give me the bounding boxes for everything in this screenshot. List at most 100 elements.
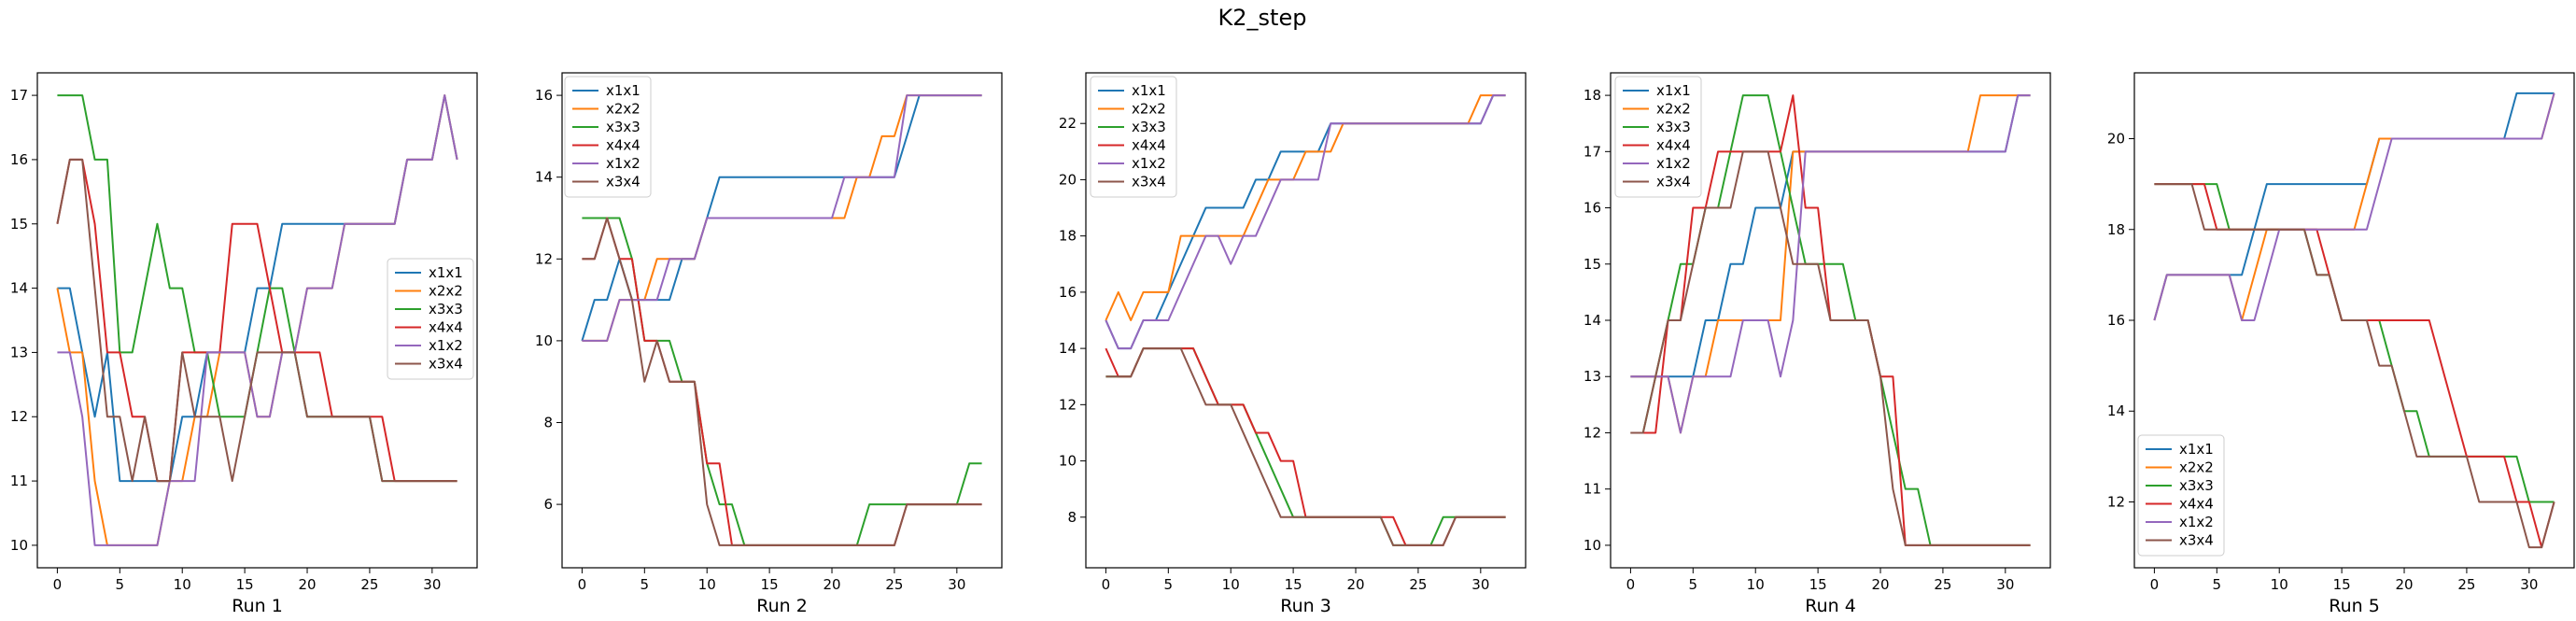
x-tick-label: 5: [1164, 576, 1174, 593]
series-line-x3x4: [1105, 347, 1506, 546]
legend-label-x1x1: x1x1: [1132, 82, 1166, 99]
y-tick-label: 11: [1584, 481, 1601, 498]
legend-label-x3x3: x3x3: [2179, 477, 2214, 494]
legend-label-x3x3: x3x3: [606, 119, 640, 135]
legend-box: [2137, 434, 2225, 557]
x-tick-label: 30: [948, 576, 965, 593]
x-tick-label: 5: [640, 576, 650, 593]
x-tick-label: 10: [2271, 576, 2288, 593]
legend-label-x3x4: x3x4: [429, 356, 463, 373]
x-axis-label: Run 1: [232, 596, 283, 616]
axes-frame: [561, 72, 1003, 569]
series-line-x1x2: [582, 94, 982, 342]
series-lines: [581, 94, 982, 546]
legend-box: [387, 258, 474, 380]
x-tick-label: 30: [2520, 576, 2538, 593]
y-tick-label: 8: [1067, 509, 1077, 526]
y-tick-label: 14: [1059, 340, 1077, 357]
x-axis-label: Run 4: [1805, 596, 1856, 616]
x-axis-label: Run 5: [2329, 596, 2380, 616]
y-tick-label: 20: [2107, 131, 2125, 148]
legend-label-x2x2: x2x2: [2179, 459, 2214, 476]
legend-label-x1x2: x1x2: [1656, 155, 1691, 172]
x-tick-label: 10: [1222, 576, 1240, 593]
y-tick-label: 15: [10, 216, 28, 233]
y-tick-label: 15: [1584, 256, 1601, 273]
y-tick-label: 16: [10, 151, 28, 168]
y-tick-label: 10: [10, 537, 28, 554]
y-tick-label: 18: [1584, 87, 1601, 104]
x-tick-label: 20: [1346, 576, 1364, 593]
series-line-x1x2: [2153, 92, 2555, 321]
x-tick-label: 5: [1689, 576, 1698, 593]
series-lines: [1105, 94, 1506, 546]
series-line-x1x2: [57, 94, 458, 546]
legend-label-x4x4: x4x4: [606, 137, 640, 154]
x-tick-label: 30: [423, 576, 441, 593]
x-tick-label: 20: [1871, 576, 1889, 593]
legend-label-x3x3: x3x3: [429, 301, 463, 318]
legend-label-x3x4: x3x4: [2179, 532, 2214, 549]
x-axis-label: Run 2: [756, 596, 808, 616]
subplot-3: 0 5 10 15 20 25 30 8 10 12 14 16 18 20 22 Run 3 x1x1 x2x2…: [1059, 72, 1527, 616]
y-tick-label: 14: [535, 169, 553, 186]
y-tick-label: 18: [1059, 228, 1077, 245]
y-tick-label: 16: [1584, 200, 1601, 217]
y-tick-label: 11: [10, 473, 28, 489]
legend-label-x4x4: x4x4: [1656, 137, 1691, 154]
legend-label-x4x4: x4x4: [429, 319, 463, 336]
y-tick-label: 12: [535, 250, 553, 267]
legend-label-x3x3: x3x3: [1656, 119, 1691, 135]
x-tick-label: 10: [174, 576, 191, 593]
series-lines: [56, 94, 458, 546]
x-tick-label: 0: [1102, 576, 1111, 593]
x-tick-label: 30: [1996, 576, 2014, 593]
x-tick-label: 0: [1626, 576, 1636, 593]
y-tick-label: 16: [2107, 312, 2125, 329]
series-line-x3x4: [1630, 150, 2031, 546]
series-line-x1x2: [1105, 94, 1506, 350]
legend-label-x3x4: x3x4: [1132, 174, 1166, 191]
x-tick-label: 15: [1809, 576, 1827, 593]
y-tick-label: 10: [1059, 453, 1077, 470]
legend-box: [1090, 76, 1177, 198]
x-tick-label: 20: [2395, 576, 2413, 593]
axes-frame: [1085, 72, 1527, 569]
x-tick-label: 0: [53, 576, 63, 593]
x-tick-label: 25: [1409, 576, 1427, 593]
series-line-x3x4: [2154, 183, 2555, 549]
series-lines: [2153, 92, 2555, 549]
legend-label-x1x2: x1x2: [1132, 155, 1166, 172]
x-tick-label: 10: [1747, 576, 1765, 593]
legend-label-x1x1: x1x1: [1656, 82, 1691, 99]
legend-label-x2x2: x2x2: [429, 283, 463, 300]
y-tick-label: 12: [2107, 493, 2125, 510]
x-tick-label: 25: [360, 576, 378, 593]
legend-label-x2x2: x2x2: [1132, 101, 1166, 118]
legend-label-x4x4: x4x4: [2179, 496, 2214, 513]
x-tick-label: 25: [885, 576, 903, 593]
y-tick-label: 13: [10, 344, 28, 360]
x-tick-label: 20: [298, 576, 316, 593]
legend-label-x1x1: x1x1: [606, 82, 640, 99]
series-line-x3x4: [582, 217, 982, 546]
legend-label-x1x1: x1x1: [429, 264, 463, 281]
x-tick-label: 5: [2213, 576, 2222, 593]
legend-box: [564, 76, 652, 198]
axes-frame: [2133, 72, 2575, 569]
legend-label-x1x2: x1x2: [2179, 514, 2214, 530]
x-tick-label: 15: [761, 576, 779, 593]
legend-label-x1x1: x1x1: [2179, 441, 2214, 458]
y-tick-label: 10: [1584, 537, 1601, 554]
axes-frame: [36, 72, 478, 569]
y-tick-label: 16: [535, 87, 553, 104]
axes-frame: [1610, 72, 2051, 569]
legend-label-x1x2: x1x2: [606, 155, 640, 172]
series-line-x4x4: [56, 158, 457, 483]
y-tick-label: 20: [1059, 171, 1077, 188]
